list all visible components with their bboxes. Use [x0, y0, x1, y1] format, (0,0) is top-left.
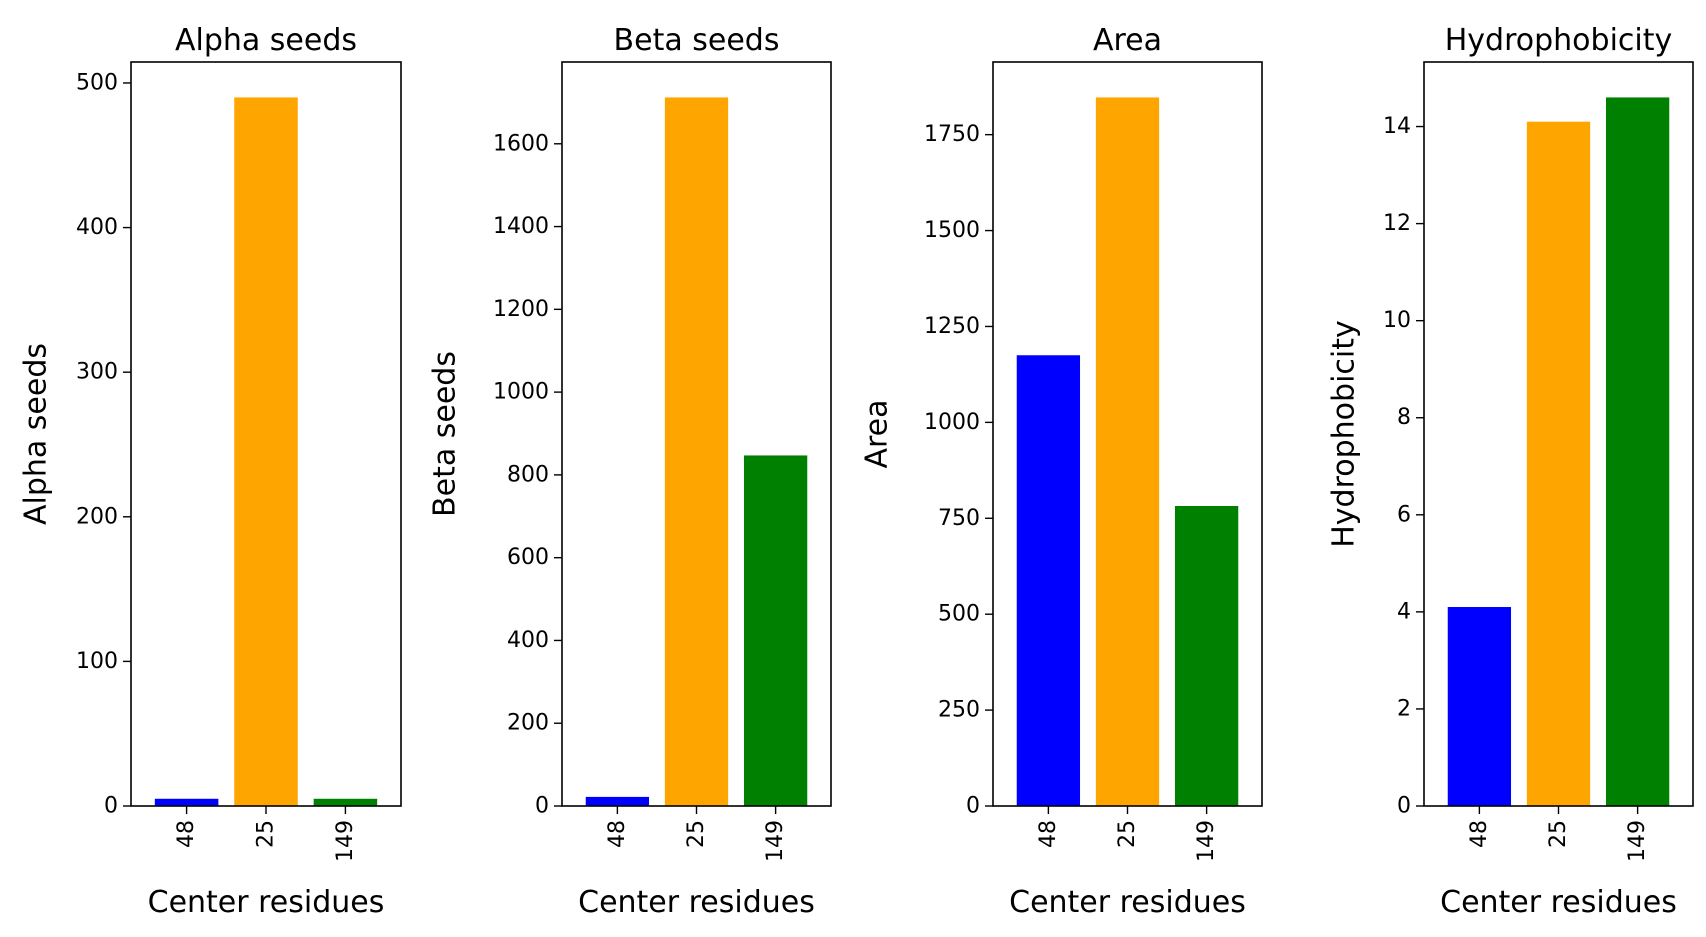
x-tick-label: 25 [1546, 820, 1571, 848]
panel-title: Hydrophobicity [1445, 23, 1673, 58]
bar-25 [1526, 121, 1591, 807]
x-tick-label: 48 [174, 820, 199, 848]
y-tick-label: 10 [1383, 308, 1411, 333]
panel-title: Area [1093, 23, 1162, 58]
y-tick-label: 0 [535, 794, 549, 819]
x-tick-label: 25 [254, 820, 279, 848]
y-tick-label: 500 [76, 70, 118, 95]
y-axis-label: Area [860, 399, 895, 468]
x-tick-label: 149 [1194, 820, 1219, 862]
x-axis-label: Center residues [148, 885, 385, 920]
chart-panel-4: 0 2 4 6 8 10 12 14 48 25 149 Hydrophobicity Center r… [1327, 23, 1694, 920]
y-tick-label: 200 [76, 504, 118, 529]
chart-panel-2: 0 200 400 600 800 1000 1200 1400 1600 48 25 149 Beta… [428, 23, 832, 920]
y-tick-label: 0 [966, 794, 980, 819]
bar-149 [1605, 97, 1670, 806]
y-tick-label: 0 [104, 794, 118, 819]
y-tick-label: 1400 [493, 214, 549, 239]
y-tick-label: 400 [507, 628, 549, 653]
bar-48 [1447, 607, 1512, 806]
y-tick-label: 600 [507, 545, 549, 570]
bar-48 [1016, 355, 1081, 806]
y-axis-label: Alpha seeds [19, 343, 54, 525]
x-tick-label: 25 [684, 820, 709, 848]
y-tick-label: 1200 [493, 297, 549, 322]
y-axis-label: Hydrophobicity [1327, 320, 1362, 548]
y-tick-label: 1500 [924, 218, 980, 243]
y-tick-label: 1000 [493, 380, 549, 405]
x-tick-label: 149 [1625, 820, 1650, 862]
x-tick-label: 48 [1036, 820, 1061, 848]
y-tick-label: 750 [938, 506, 980, 531]
x-axis-label: Center residues [578, 885, 815, 920]
x-tick-label: 149 [333, 820, 358, 862]
y-tick-label: 1250 [924, 314, 980, 339]
y-tick-label: 250 [938, 698, 980, 723]
y-tick-label: 1750 [924, 122, 980, 147]
y-tick-label: 400 [76, 215, 118, 240]
bar-25 [1095, 97, 1160, 806]
bar-48 [585, 796, 650, 806]
x-axis-label: Center residues [1009, 885, 1246, 920]
y-tick-label: 500 [938, 602, 980, 627]
panel-title: Beta seeds [614, 23, 780, 58]
x-axis-label: Center residues [1440, 885, 1677, 920]
y-tick-label: 2 [1397, 696, 1411, 721]
y-tick-label: 8 [1397, 405, 1411, 430]
y-tick-label: 12 [1383, 211, 1411, 236]
y-tick-label: 800 [507, 462, 549, 487]
bar-149 [743, 455, 808, 806]
y-tick-label: 0 [1397, 794, 1411, 819]
panel-title: Alpha seeds [175, 23, 357, 58]
bar-149 [1174, 506, 1239, 806]
y-tick-label: 4 [1397, 599, 1411, 624]
x-tick-label: 48 [605, 820, 630, 848]
y-tick-label: 300 [76, 360, 118, 385]
y-tick-label: 1600 [493, 131, 549, 156]
chart-panel-3: 0 250 500 750 1000 1250 1500 1750 48 25 149 Area Cen… [860, 23, 1263, 920]
bar-149 [313, 798, 378, 806]
x-tick-label: 25 [1115, 820, 1140, 848]
y-tick-label: 200 [507, 711, 549, 736]
bar-25 [664, 97, 729, 806]
y-tick-label: 6 [1397, 502, 1411, 527]
y-axis-label: Beta seeds [428, 351, 463, 517]
y-tick-label: 1000 [924, 410, 980, 435]
y-tick-label: 14 [1383, 114, 1411, 139]
bar-48 [154, 798, 219, 806]
x-tick-label: 48 [1467, 820, 1492, 848]
y-tick-label: 100 [76, 649, 118, 674]
bar-25 [234, 97, 298, 806]
x-tick-label: 149 [763, 820, 788, 862]
chart-panel-1: 0 100 200 300 400 500 48 25 149 Alpha seeds Center… [19, 23, 402, 920]
